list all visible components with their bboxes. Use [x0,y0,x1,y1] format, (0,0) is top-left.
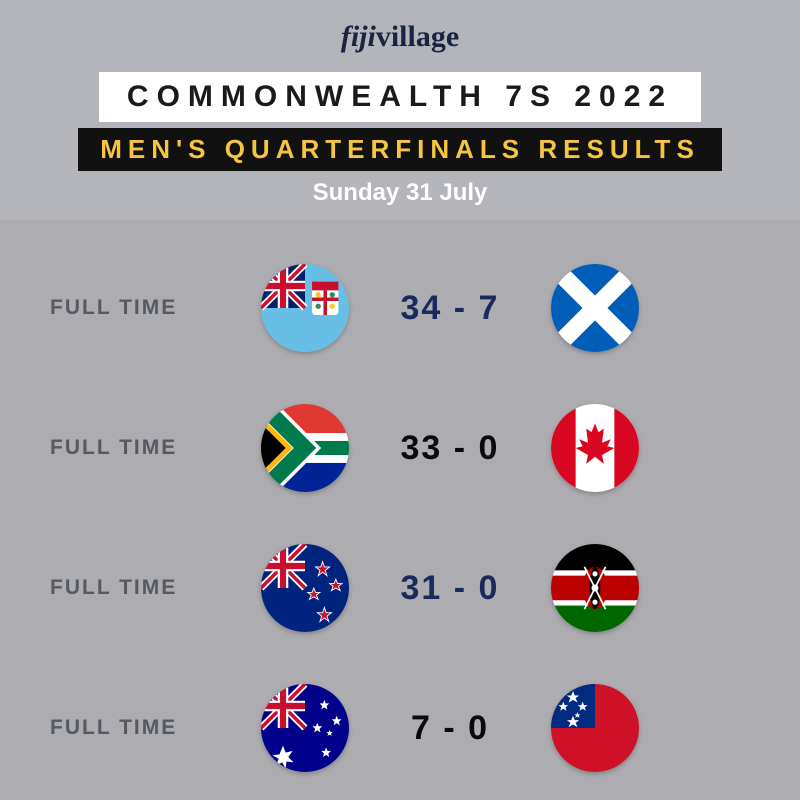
match-status: FULL TIME [50,576,250,600]
event-title: COMMONWEALTH 7S 2022 [99,72,701,122]
match-row: FULL TIME 34 - 7 [50,238,750,378]
team1-flag-icon [261,544,349,632]
team2-flag-icon [551,544,639,632]
match-status: FULL TIME [50,296,250,320]
header: fijivillage COMMONWEALTH 7S 2022 MEN'S Q… [0,0,800,220]
match-score: 31 - 0 [360,569,540,608]
team2-flag-icon [551,404,639,492]
results-list: FULL TIME 34 - 7 FULL TIME 33 - 0 FULL T… [0,220,800,800]
team1-flag-icon [261,264,349,352]
round-title: MEN'S QUARTERFINALS RESULTS [78,128,722,171]
match-score: 33 - 0 [360,429,540,468]
team1-flag-icon [261,404,349,492]
team1-flag-icon [261,684,349,772]
match-row: FULL TIME 33 - 0 [50,378,750,518]
logo: fijivillage [341,20,459,54]
team2-flag-icon [551,264,639,352]
event-date: Sunday 31 July [313,179,488,207]
match-status: FULL TIME [50,716,250,740]
team2-flag-icon [551,684,639,772]
match-score: 34 - 7 [360,289,540,328]
match-row: FULL TIME 31 - 0 [50,518,750,658]
match-row: FULL TIME 7 - 0 [50,658,750,798]
scorecard-container: fijivillage COMMONWEALTH 7S 2022 MEN'S Q… [0,0,800,800]
match-status: FULL TIME [50,436,250,460]
match-score: 7 - 0 [360,709,540,748]
